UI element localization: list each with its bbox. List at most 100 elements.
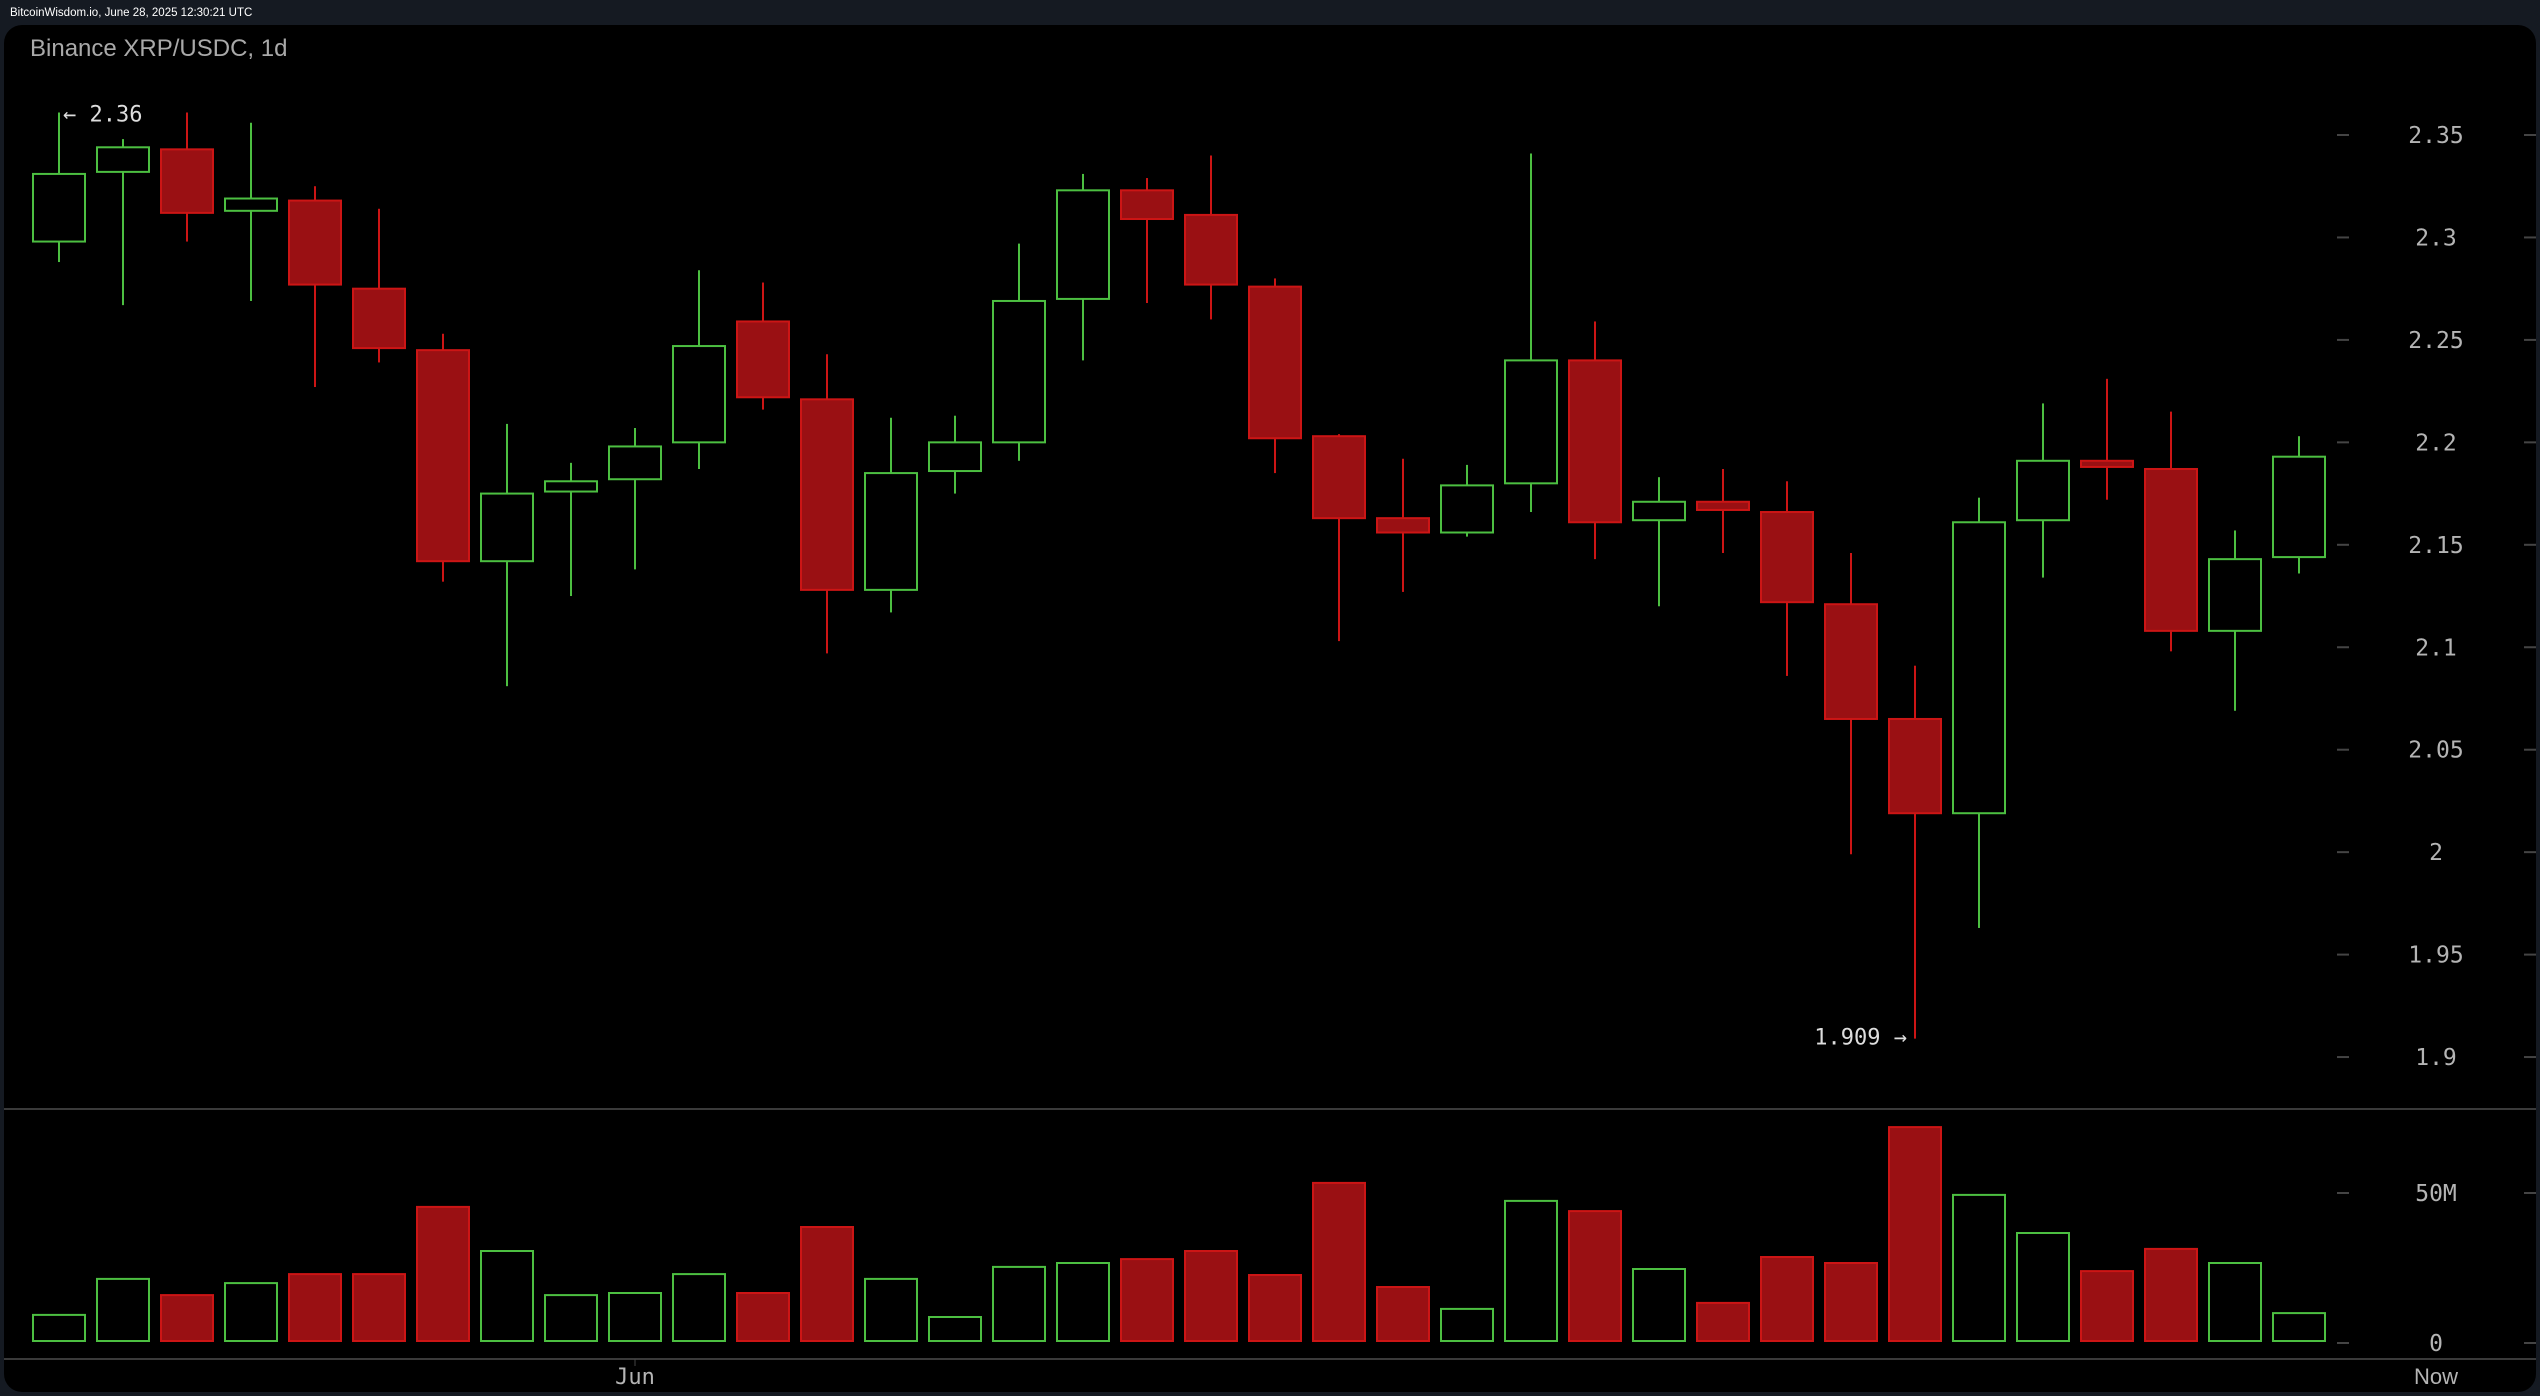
candle-down (160, 112, 214, 242)
candle-body (352, 287, 406, 350)
volume-bar-up (32, 1313, 86, 1343)
candle-body (992, 299, 1046, 444)
price-axis-label: 1.95 (2408, 943, 2463, 969)
candle-up (2272, 436, 2326, 574)
volume-bar-down (2144, 1247, 2198, 1343)
candle-up (1440, 464, 1494, 537)
volume-bar-down (1696, 1301, 1750, 1343)
price-axis-label: 2.05 (2408, 738, 2463, 764)
candle-up (480, 423, 534, 687)
candle-body (416, 349, 470, 563)
candle-up (1952, 497, 2006, 928)
volume-bar-down (288, 1273, 342, 1342)
volume-bar-down (1184, 1250, 1238, 1342)
candle-body (1696, 500, 1750, 511)
candle-up (1504, 153, 1558, 513)
candle-body (160, 148, 214, 214)
candle-down (416, 333, 470, 582)
price-candles (32, 112, 2326, 1039)
volume-bar-up (1504, 1199, 1558, 1343)
candle-body (1824, 603, 1878, 720)
candle-down (1312, 434, 1366, 642)
candle-down (1824, 552, 1878, 855)
volume-axis: 50M 0 (2337, 1181, 2536, 1357)
volume-axis-label: 50M (2415, 1181, 2457, 1207)
price-axis-label: 2 (2429, 840, 2443, 866)
candle-body (1120, 189, 1174, 221)
candle-down (1248, 278, 1302, 474)
volume-bar-up (1632, 1268, 1686, 1342)
candle-body (736, 320, 790, 399)
candle-body (480, 492, 534, 563)
candle-body (96, 146, 150, 173)
candle-body (2016, 459, 2070, 522)
time-label-jun: Jun (615, 1365, 655, 1390)
candle-body (608, 445, 662, 481)
source-timestamp: BitcoinWisdom.io, June 28, 2025 12:30:21… (10, 7, 253, 19)
candle-down (1568, 321, 1622, 560)
candlestick-chart[interactable]: 2.35 2.3 2.25 2.2 2.15 2.1 2.05 2 1.95 1.9 50M 0 ←… (4, 25, 2536, 1392)
volume-bar-down (1888, 1126, 1942, 1342)
volume-bar-up (928, 1316, 982, 1342)
price-axis-label: 2.1 (2415, 635, 2457, 661)
candle-body (1248, 285, 1302, 440)
candle-down (288, 186, 342, 388)
chart-panel: Binance XRP/USDC, 1d 2.35 2.3 2.25 2.2 2.15 2… (4, 25, 2536, 1392)
volume-bar-up (224, 1282, 278, 1342)
volume-bar-up (2016, 1232, 2070, 1342)
candle-body (224, 197, 278, 212)
panel-dividers (4, 1108, 2536, 1360)
candle-up (544, 462, 598, 597)
candle-body (864, 472, 918, 591)
price-axis-label: 2.25 (2408, 328, 2463, 354)
candle-body (1888, 717, 1942, 815)
candle-body (800, 398, 854, 591)
volume-bar-up (864, 1277, 918, 1343)
volume-bar-up (672, 1273, 726, 1342)
volume-bar-down (800, 1226, 854, 1342)
price-axis-label: 2.3 (2415, 225, 2457, 251)
price-axis-label: 2.35 (2408, 123, 2463, 149)
candle-body (1056, 189, 1110, 300)
volume-bar-up (544, 1294, 598, 1342)
candle-down (352, 208, 406, 363)
candle-up (1056, 173, 1110, 361)
candle-up (2208, 530, 2262, 711)
candle-body (2208, 558, 2262, 632)
time-axis: Jun Now (615, 1359, 2458, 1390)
candle-down (1760, 481, 1814, 676)
candle-down (2144, 411, 2198, 652)
candle-up (672, 270, 726, 469)
volume-bar-down (1568, 1210, 1622, 1342)
candle-down (800, 354, 854, 654)
volume-bar-down (1312, 1181, 1366, 1343)
volume-bar-down (1376, 1286, 1430, 1342)
candle-down (1888, 665, 1942, 1039)
candle-body (1184, 213, 1238, 286)
volume-bar-down (1120, 1258, 1174, 1342)
candle-down (736, 282, 790, 410)
candle-down (1696, 468, 1750, 553)
volume-bar-down (352, 1273, 406, 1342)
candle-body (1952, 521, 2006, 815)
candle-body (1312, 435, 1366, 520)
price-axis-label: 1.9 (2415, 1045, 2457, 1071)
period-high-label: ← 2.36 (63, 103, 142, 128)
candle-body (32, 172, 86, 243)
candle-body (1760, 511, 1814, 604)
volume-bar-down (2080, 1270, 2134, 1342)
candle-body (1504, 359, 1558, 485)
candle-up (864, 417, 918, 613)
volume-bar-down (736, 1292, 790, 1342)
volume-bar-up (1952, 1193, 2006, 1343)
volume-bar-up (1440, 1307, 1494, 1343)
candle-body (544, 480, 598, 493)
volume-bar-up (992, 1265, 1046, 1343)
volume-bars (32, 1126, 2326, 1343)
candle-up (1632, 477, 1686, 607)
candle-up (992, 243, 1046, 461)
candle-body (2080, 459, 2134, 468)
candle-up (2016, 403, 2070, 578)
volume-bar-down (416, 1205, 470, 1343)
time-label-now: Now (2414, 1364, 2458, 1389)
